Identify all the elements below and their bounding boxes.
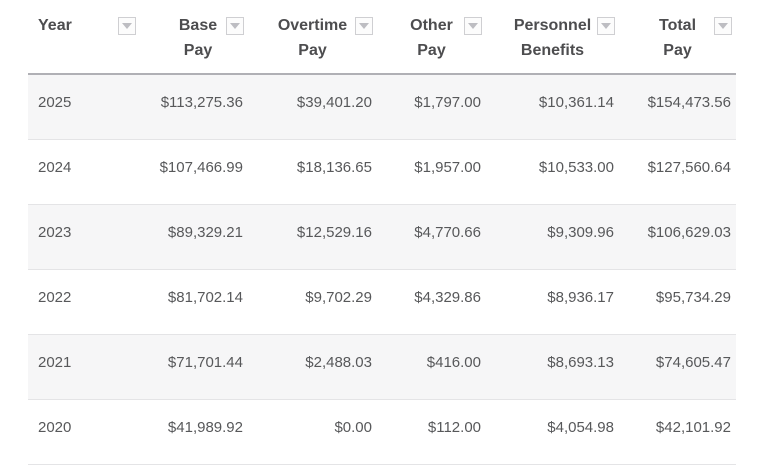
- cell-total-pay: $154,473.56: [619, 74, 736, 140]
- cell-total-pay: $42,101.92: [619, 399, 736, 465]
- cell-total-pay: $95,734.29: [619, 269, 736, 335]
- caret-down-icon: [230, 23, 240, 29]
- cell-other-pay: $1,797.00: [377, 74, 486, 140]
- caret-down-icon: [601, 23, 611, 29]
- cell-personnel-benefits: $8,936.17: [486, 269, 619, 335]
- column-header-label: Overtime Pay: [277, 17, 348, 59]
- caret-down-icon: [718, 23, 728, 29]
- column-header-other-pay: Other Pay: [377, 0, 486, 75]
- header-row: Year Base Pay Overtime Pay Other Pay Per…: [28, 0, 736, 75]
- column-header-total-pay: Total Pay: [619, 0, 736, 75]
- cell-base-pay: $41,989.92: [148, 399, 248, 465]
- column-header-label: Personnel Benefits: [513, 17, 592, 59]
- cell-overtime-pay: $0.00: [248, 399, 377, 465]
- table-row-2025: 2025 $113,275.36 $39,401.20 $1,797.00 $1…: [28, 74, 736, 140]
- cell-overtime-pay: $12,529.16: [248, 204, 377, 270]
- column-header-year: Year: [28, 0, 148, 75]
- cell-base-pay: $89,329.21: [148, 204, 248, 270]
- cell-total-pay: $127,560.64: [619, 139, 736, 205]
- filter-dropdown-button-total-pay[interactable]: [714, 17, 732, 35]
- table-row-2022: 2022 $81,702.14 $9,702.29 $4,329.86 $8,9…: [28, 269, 736, 335]
- filter-dropdown-button-base-pay[interactable]: [226, 17, 244, 35]
- caret-down-icon: [468, 23, 478, 29]
- cell-other-pay: $112.00: [377, 399, 486, 465]
- cell-overtime-pay: $18,136.65: [248, 139, 377, 205]
- cell-year: 2021: [28, 334, 148, 400]
- cell-personnel-benefits: $4,054.98: [486, 399, 619, 465]
- filter-dropdown-button-year[interactable]: [118, 17, 136, 35]
- column-header-base-pay: Base Pay: [148, 0, 248, 75]
- filter-dropdown-button-other-pay[interactable]: [464, 17, 482, 35]
- column-header-label: Other Pay: [410, 17, 453, 59]
- cell-base-pay: $107,466.99: [148, 139, 248, 205]
- cell-year: 2022: [28, 269, 148, 335]
- payroll-table-container: Year Base Pay Overtime Pay Other Pay Per…: [28, 0, 736, 465]
- caret-down-icon: [122, 23, 132, 29]
- cell-year: 2023: [28, 204, 148, 270]
- column-header-overtime-pay: Overtime Pay: [248, 0, 377, 75]
- caret-down-icon: [359, 23, 369, 29]
- cell-personnel-benefits: $10,361.14: [486, 74, 619, 140]
- cell-other-pay: $4,329.86: [377, 269, 486, 335]
- cell-base-pay: $71,701.44: [148, 334, 248, 400]
- payroll-table: Year Base Pay Overtime Pay Other Pay Per…: [28, 0, 736, 465]
- cell-personnel-benefits: $10,533.00: [486, 139, 619, 205]
- column-header-label: Total Pay: [658, 17, 697, 59]
- filter-dropdown-button-overtime-pay[interactable]: [355, 17, 373, 35]
- cell-base-pay: $113,275.36: [148, 74, 248, 140]
- cell-other-pay: $1,957.00: [377, 139, 486, 205]
- cell-overtime-pay: $2,488.03: [248, 334, 377, 400]
- cell-total-pay: $106,629.03: [619, 204, 736, 270]
- column-header-label: Year: [38, 17, 72, 34]
- table-row-2020: 2020 $41,989.92 $0.00 $112.00 $4,054.98 …: [28, 399, 736, 465]
- table-row-2021: 2021 $71,701.44 $2,488.03 $416.00 $8,693…: [28, 334, 736, 400]
- cell-year: 2025: [28, 74, 148, 140]
- table-row-2023: 2023 $89,329.21 $12,529.16 $4,770.66 $9,…: [28, 204, 736, 270]
- cell-other-pay: $416.00: [377, 334, 486, 400]
- cell-personnel-benefits: $9,309.96: [486, 204, 619, 270]
- filter-dropdown-button-personnel-benefits[interactable]: [597, 17, 615, 35]
- cell-overtime-pay: $9,702.29: [248, 269, 377, 335]
- column-header-label: Base Pay: [178, 17, 218, 59]
- table-row-2024: 2024 $107,466.99 $18,136.65 $1,957.00 $1…: [28, 139, 736, 205]
- cell-personnel-benefits: $8,693.13: [486, 334, 619, 400]
- cell-other-pay: $4,770.66: [377, 204, 486, 270]
- cell-base-pay: $81,702.14: [148, 269, 248, 335]
- cell-total-pay: $74,605.47: [619, 334, 736, 400]
- cell-year: 2020: [28, 399, 148, 465]
- cell-overtime-pay: $39,401.20: [248, 74, 377, 140]
- column-header-personnel-benefits: Personnel Benefits: [486, 0, 619, 75]
- cell-year: 2024: [28, 139, 148, 205]
